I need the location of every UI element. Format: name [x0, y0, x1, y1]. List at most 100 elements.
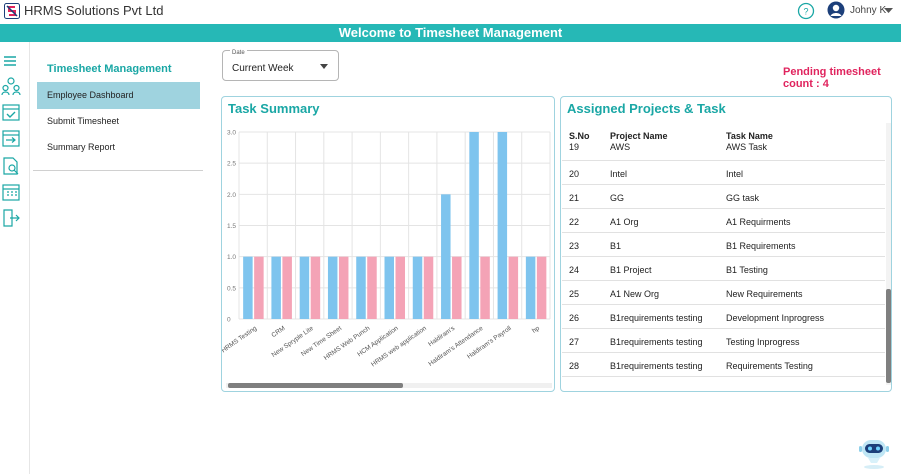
calendar-grid-icon[interactable]: [1, 182, 21, 202]
report-search-icon[interactable]: [1, 156, 21, 176]
table-cell: 27: [569, 337, 580, 347]
chart-bar: [412, 256, 423, 319]
chart-bar: [367, 256, 377, 319]
chart-bar: [508, 256, 519, 319]
pending-timesheet-count: Pending timesheet count : 4: [783, 66, 881, 90]
table-row[interactable]: 20 Intel Intel: [562, 161, 885, 185]
sidebar-item-employee-dashboard[interactable]: Employee Dashboard: [37, 82, 200, 109]
table-cell: Development Inprogress: [726, 313, 825, 323]
chart-bar: [299, 256, 310, 319]
chart-bar: [356, 256, 366, 319]
chatbot-icon[interactable]: [856, 430, 892, 470]
table-cell: 28: [569, 361, 580, 371]
table-cell: GG task: [726, 193, 760, 203]
y-tick-label: 3.0: [227, 130, 236, 137]
chart-bar: [480, 256, 490, 319]
chart-bar: [497, 132, 508, 319]
table-cell: 19: [569, 142, 580, 152]
date-select-value[interactable]: Current Week: [232, 63, 294, 74]
y-tick-label: 0: [227, 317, 231, 324]
sidebar-title: Timesheet Management: [47, 63, 172, 75]
table-cell: 21: [569, 193, 580, 203]
user-name[interactable]: Johny K: [850, 5, 887, 16]
chart-bar: [452, 256, 462, 319]
sidebar-item-submit-timesheet[interactable]: Submit Timesheet: [47, 116, 120, 126]
table-cell: 26: [569, 313, 580, 323]
svg-text:?: ?: [803, 7, 808, 17]
table-row[interactable]: 23 B1 B1 Requirements: [562, 233, 885, 257]
chart-bar: [271, 256, 281, 319]
table-cell: 22: [569, 217, 580, 227]
table-cell: B1 Testing: [726, 265, 768, 275]
table-cell: AWS: [610, 142, 631, 152]
table-row[interactable]: 22 A1 Org A1 Requirments: [562, 209, 885, 233]
table-header-cell: Task Name: [726, 131, 773, 141]
chevron-down-icon[interactable]: [884, 7, 893, 14]
y-tick-label: 1.5: [227, 223, 236, 230]
logout-icon[interactable]: [1, 208, 21, 228]
chart-bar: [310, 256, 321, 319]
calendar-arrow-icon[interactable]: [1, 128, 21, 148]
help-chat-icon[interactable]: ?: [797, 2, 815, 20]
table-row[interactable]: 24 B1 Project B1 Testing: [562, 257, 885, 281]
chart-bar: [536, 256, 547, 319]
y-tick-label: 0.5: [227, 285, 236, 292]
chart-bar: [327, 256, 338, 319]
menu-icon[interactable]: [1, 52, 21, 72]
x-tick-label: Haldiram's Attendance: [427, 325, 484, 368]
y-tick-label: 1.0: [227, 254, 236, 261]
x-tick-label: HRMS web application: [370, 325, 428, 369]
sidebar-item-summary-report[interactable]: Summary Report: [47, 142, 116, 152]
date-select[interactable]: Date Current Week: [222, 50, 339, 81]
task-summary-title: Task Summary: [228, 101, 320, 116]
table-scrollbar[interactable]: [886, 123, 891, 385]
top-bar: HRMS Solutions Pvt Ltd ? Johny K: [0, 0, 901, 22]
table-cell: B1requirements testing: [610, 361, 703, 371]
table-cell: AWS Task: [726, 142, 768, 152]
calendar-check-icon[interactable]: [1, 102, 21, 122]
table-row[interactable]: 28 B1requirements testing Requirements Tes…: [562, 353, 885, 377]
table-cell: 24: [569, 265, 580, 275]
table-cell: B1 Requirements: [726, 241, 796, 251]
x-tick-label: HRMS Testing: [222, 325, 259, 355]
table-row[interactable]: 19 AWS AWS Task: [562, 139, 885, 161]
x-tick-label: hp: [531, 325, 541, 335]
table-row[interactable]: 21 GG GG task: [562, 185, 885, 209]
table-cell: 20: [569, 169, 580, 179]
table-cell: Requirements Testing: [726, 361, 813, 371]
assigned-projects-panel: Assigned Projects & Task S.No Project Nam…: [560, 96, 892, 392]
app-title: HRMS Solutions Pvt Ltd: [24, 3, 164, 18]
table-cell: B1requirements testing: [610, 313, 703, 323]
chart-bar: [469, 132, 479, 319]
table-cell: Intel: [610, 169, 628, 179]
chart-bar: [243, 256, 253, 319]
chart-bar: [441, 194, 451, 319]
table-header: S.No Project Name Task Name: [562, 129, 885, 141]
table-row[interactable]: 25 A1 New Org New Requirements: [562, 281, 885, 305]
y-tick-label: 2.5: [227, 161, 236, 168]
table-row[interactable]: 27 B1requirements testing Testing Inprogre…: [562, 329, 885, 353]
sidebar-divider: [33, 170, 203, 171]
team-icon[interactable]: [1, 76, 21, 96]
table-cell: 25: [569, 289, 580, 299]
chart-bar: [338, 256, 349, 319]
chevron-down-icon[interactable]: [320, 64, 328, 69]
table-cell: B1 Project: [610, 265, 652, 275]
table-header-cell: Project Name: [610, 131, 668, 141]
date-select-label: Date: [230, 50, 247, 56]
x-tick-label: CRM: [270, 325, 286, 339]
user-avatar-icon[interactable]: [827, 1, 845, 19]
table-cell: Testing Inprogress: [726, 337, 800, 347]
chart-bar: [254, 256, 264, 319]
company-logo-icon: [4, 3, 20, 19]
table-row[interactable]: 26 B1requirements testing Development Inpr…: [562, 305, 885, 329]
welcome-banner: Welcome to Timesheet Management: [0, 24, 901, 42]
table-cell: 23: [569, 241, 580, 251]
table-scrollbar-thumb[interactable]: [886, 289, 891, 383]
table-cell: GG: [610, 193, 625, 203]
assigned-projects-title: Assigned Projects & Task: [567, 101, 726, 116]
chart-bar: [282, 256, 292, 319]
chart-bar: [384, 256, 394, 319]
y-tick-label: 2.0: [227, 192, 236, 199]
